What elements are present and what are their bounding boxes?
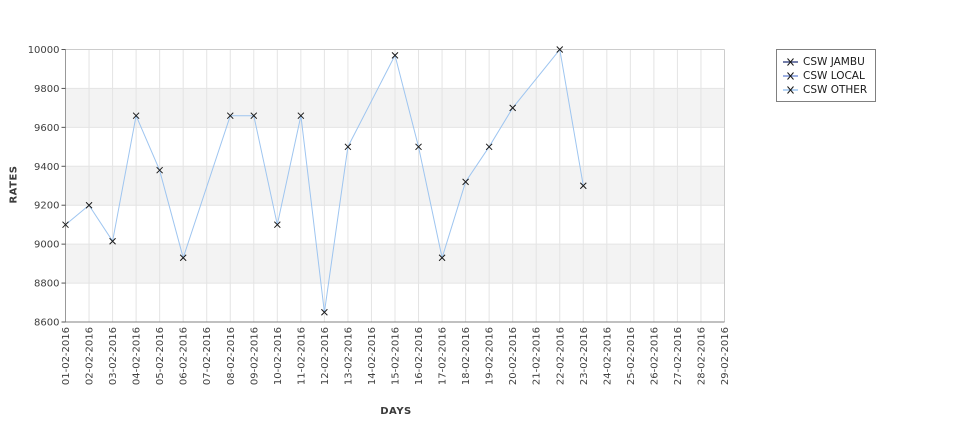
x-axis-labels: 01-02-2016 02-02-2016 03-02-2016 04-02-2016… (61, 327, 731, 385)
x-tick-label: 23-02-2016 (579, 327, 590, 385)
y-axis-title: RATES (8, 165, 20, 204)
legend-line-marker-icon (783, 72, 798, 80)
x-tick-label: 26-02-2016 (649, 327, 660, 385)
x-tick-label: 27-02-2016 (673, 327, 684, 385)
y-tick-label: 10000 (28, 45, 60, 56)
data-point-marker (250, 112, 258, 120)
data-point-marker (321, 308, 328, 316)
x-tick-label: 03-02-2016 (108, 327, 119, 385)
data-point-marker (109, 237, 116, 245)
data-point-marker (132, 112, 140, 120)
x-tick-label: 13-02-2016 (343, 327, 354, 385)
x-tick-label: 14-02-2016 (367, 327, 378, 385)
x-tick-label: 09-02-2016 (249, 327, 260, 385)
x-tick-label: 19-02-2016 (485, 327, 496, 385)
x-tick-label: 04-02-2016 (132, 327, 143, 385)
data-point-marker (62, 221, 69, 229)
y-axis-ticks: 8600 8800 9000 9200 9400 9600 9800 10000 (28, 45, 66, 329)
x-tick-label: 29-02-2016 (720, 327, 731, 385)
y-tick-label: 9200 (34, 201, 59, 212)
data-point-marker (462, 178, 469, 186)
data-point-marker (485, 143, 493, 151)
data-point-marker (179, 254, 187, 262)
x-tick-label: 16-02-2016 (414, 327, 425, 385)
legend-label: CSW OTHER (803, 84, 868, 96)
data-point-marker (438, 254, 446, 262)
data-point-marker (273, 221, 281, 229)
x-tick-label: 07-02-2016 (202, 327, 213, 385)
series-markers-csw-other (62, 46, 587, 316)
x-tick-label: 25-02-2016 (626, 327, 637, 385)
data-point-marker (156, 166, 163, 174)
legend-item-csw-local: CSW LOCAL (783, 69, 869, 83)
x-tick-label: 28-02-2016 (696, 327, 707, 385)
data-point-marker (509, 104, 517, 112)
data-point-marker (85, 201, 93, 209)
x-tick-label: 11-02-2016 (296, 327, 307, 385)
data-point-marker (415, 143, 422, 151)
y-tick-label: 8600 (34, 318, 59, 329)
x-tick-label: 08-02-2016 (226, 327, 237, 385)
x-tick-label: 24-02-2016 (602, 327, 613, 385)
y-tick-label: 8800 (34, 279, 59, 290)
data-point-marker (344, 143, 352, 151)
y-tick-label: 9800 (34, 84, 59, 95)
x-tick-label: 17-02-2016 (438, 327, 449, 385)
legend-label: CSW JAMBU (803, 56, 865, 68)
x-tick-label: 12-02-2016 (320, 327, 331, 385)
data-point-marker (391, 51, 399, 59)
y-tick-label: 9000 (34, 240, 59, 251)
x-tick-label: 01-02-2016 (61, 327, 72, 385)
x-tick-label: 06-02-2016 (179, 327, 190, 385)
x-tick-label: 05-02-2016 (155, 327, 166, 385)
data-point-marker (297, 112, 305, 120)
y-tick-label: 9400 (34, 162, 59, 173)
x-tick-label: 10-02-2016 (273, 327, 284, 385)
data-point-marker (556, 46, 564, 53)
legend-label: CSW LOCAL (803, 70, 865, 82)
legend-box: CSW JAMBU CSW LOCAL CSW OTHER (776, 49, 876, 102)
x-axis-title: DAYS (380, 406, 412, 417)
plot-border (65, 49, 725, 323)
legend-item-csw-jambu: CSW JAMBU (783, 55, 869, 69)
legend-line-marker-icon (783, 86, 798, 94)
x-tick-label: 15-02-2016 (391, 327, 402, 385)
x-tick-label: 18-02-2016 (461, 327, 472, 385)
legend-line-marker-icon (783, 58, 798, 66)
legend-item-csw-other: CSW OTHER (783, 83, 869, 97)
data-point-marker (226, 112, 234, 120)
data-point-marker (579, 182, 587, 190)
x-tick-label: 22-02-2016 (555, 327, 566, 385)
x-tick-label: 20-02-2016 (508, 327, 519, 385)
x-tick-label: 21-02-2016 (532, 327, 543, 385)
series-line-csw-other (65, 48, 584, 313)
y-tick-label: 9600 (34, 123, 59, 134)
x-tick-label: 02-02-2016 (85, 327, 96, 385)
